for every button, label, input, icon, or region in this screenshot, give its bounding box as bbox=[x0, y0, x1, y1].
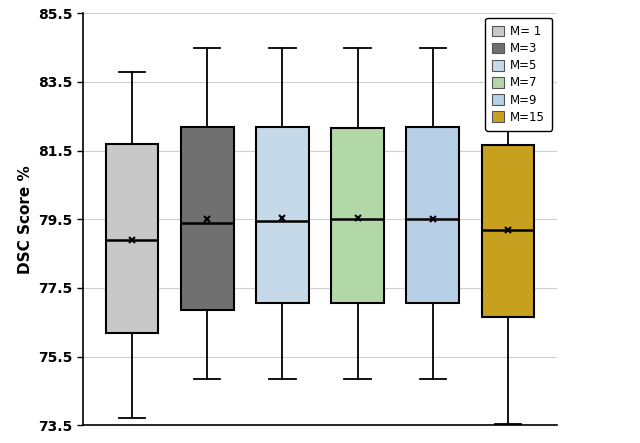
Y-axis label: DSC Score %: DSC Score % bbox=[18, 165, 33, 274]
PathPatch shape bbox=[256, 127, 308, 303]
PathPatch shape bbox=[406, 127, 459, 303]
PathPatch shape bbox=[181, 127, 234, 310]
Legend: M= 1, M=3, M=5, M=7, M=9, M=15: M= 1, M=3, M=5, M=7, M=9, M=15 bbox=[485, 18, 552, 131]
PathPatch shape bbox=[332, 128, 384, 303]
PathPatch shape bbox=[106, 144, 158, 333]
PathPatch shape bbox=[482, 145, 534, 317]
